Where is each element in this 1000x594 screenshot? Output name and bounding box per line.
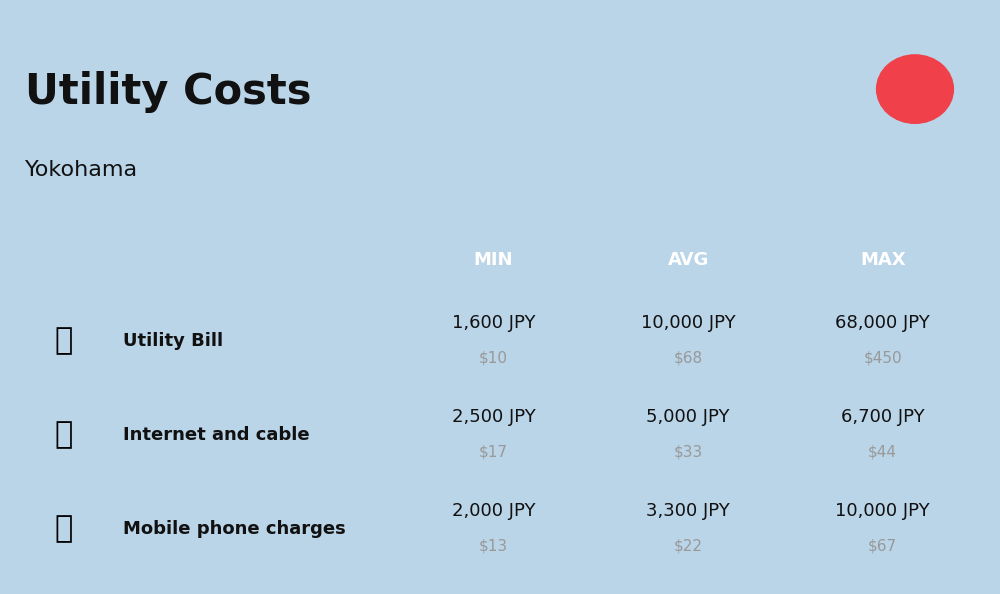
Text: $67: $67 xyxy=(868,538,897,553)
Text: Internet and cable: Internet and cable xyxy=(123,426,309,444)
Text: 2,500 JPY: 2,500 JPY xyxy=(452,408,535,426)
Text: Yokohama: Yokohama xyxy=(25,160,138,181)
Text: MIN: MIN xyxy=(474,251,513,269)
Text: $13: $13 xyxy=(479,538,508,553)
Text: Utility Costs: Utility Costs xyxy=(25,71,312,113)
Text: 📶: 📶 xyxy=(55,421,73,450)
Text: Utility Bill: Utility Bill xyxy=(123,332,223,350)
Text: 3,300 JPY: 3,300 JPY xyxy=(646,503,730,520)
Text: 10,000 JPY: 10,000 JPY xyxy=(641,314,735,332)
Text: $33: $33 xyxy=(674,444,703,459)
Text: 2,000 JPY: 2,000 JPY xyxy=(452,503,535,520)
Text: 1,600 JPY: 1,600 JPY xyxy=(452,314,535,332)
Text: $10: $10 xyxy=(479,350,508,365)
Text: 5,000 JPY: 5,000 JPY xyxy=(646,408,730,426)
Text: Mobile phone charges: Mobile phone charges xyxy=(123,520,345,538)
Text: MAX: MAX xyxy=(860,251,906,269)
Text: 🔌: 🔌 xyxy=(55,327,73,356)
Text: 68,000 JPY: 68,000 JPY xyxy=(835,314,930,332)
Text: 10,000 JPY: 10,000 JPY xyxy=(835,503,930,520)
Text: $22: $22 xyxy=(674,538,703,553)
Text: 6,700 JPY: 6,700 JPY xyxy=(841,408,925,426)
Text: $68: $68 xyxy=(674,350,703,365)
Text: $17: $17 xyxy=(479,444,508,459)
Text: $450: $450 xyxy=(863,350,902,365)
Text: AVG: AVG xyxy=(667,251,709,269)
Circle shape xyxy=(877,55,953,124)
Text: 📱: 📱 xyxy=(55,514,73,544)
Text: $44: $44 xyxy=(868,444,897,459)
